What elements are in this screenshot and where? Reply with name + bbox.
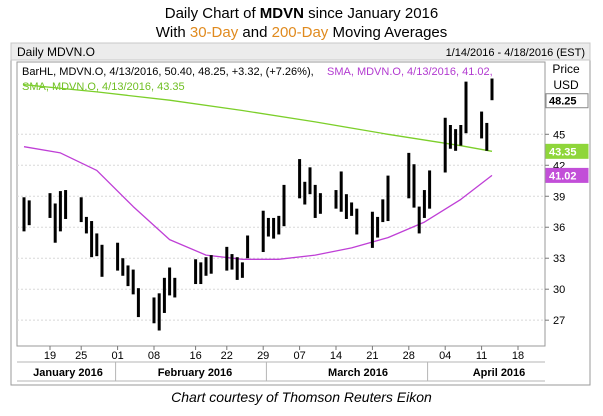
- x-tick-label: 29: [257, 350, 269, 362]
- subtitle-mid: and: [238, 24, 272, 41]
- y-tick-label: 36: [553, 222, 565, 234]
- legend-sma-30: SMA, MDVN.O, 4/13/2016, 41.02,: [327, 66, 493, 78]
- x-tick-label: 07: [293, 350, 305, 362]
- month-label: March 2016: [328, 367, 388, 379]
- plot-area: [16, 61, 546, 347]
- month-label: April 2016: [473, 367, 526, 379]
- subtitle-suffix: Moving Averages: [328, 24, 448, 41]
- chart-caption: Chart courtesy of Thomson Reuters Eikon: [171, 389, 432, 405]
- y-tick-label: 33: [553, 253, 565, 265]
- x-tick-label: 22: [221, 350, 233, 362]
- x-tick-label: 08: [148, 350, 160, 362]
- title-ticker: MDVN: [259, 5, 304, 22]
- x-tick-label: 18: [512, 350, 524, 362]
- legend-sma-200: SMA, MDVN.O, 4/13/2016, 43.35: [22, 81, 185, 93]
- chart-subtitle: With 30-Day and 200-Day Moving Averages: [0, 23, 603, 42]
- month-label: January 2016: [33, 367, 103, 379]
- subtitle-prefix: With: [155, 24, 190, 41]
- x-tick-label: 21: [366, 350, 378, 362]
- x-tick-label: 28: [403, 350, 415, 362]
- subtitle-30-day: 30-Day: [189, 24, 239, 41]
- title-prefix: Daily Chart of: [164, 5, 260, 22]
- chart-title: Daily Chart of MDVN since January 2016: [0, 4, 603, 23]
- sma-30-tag: 41.02: [549, 170, 577, 182]
- sma-200-line: [23, 84, 493, 152]
- date-range: 1/14/2016 - 4/18/2016 (EST): [446, 47, 585, 59]
- x-tick-label: 25: [75, 350, 87, 362]
- x-tick-label: 19: [44, 350, 56, 362]
- x-tick-label: 11: [476, 350, 487, 362]
- last-price-tag: 48.25: [549, 96, 577, 108]
- y-tick-label: 39: [553, 191, 565, 203]
- last-price-tag-bg: [545, 93, 589, 109]
- subtitle-200-day: 200-Day: [271, 24, 329, 41]
- currency-axis-title: USD: [553, 78, 579, 92]
- x-tick-label: 04: [439, 350, 451, 362]
- sma-200-tag: 43.35: [549, 146, 577, 158]
- grid-layer: [17, 133, 545, 321]
- y-tick-label: 30: [553, 284, 565, 296]
- x-tick-label: 01: [111, 350, 123, 362]
- bar-layer: [22, 78, 494, 331]
- y-tick-label: 27: [553, 315, 565, 327]
- panel-name: Daily MDVN.O: [17, 45, 95, 59]
- chart-header: Daily Chart of MDVN since January 2016 W…: [0, 4, 603, 42]
- title-suffix: since January 2016: [303, 5, 439, 22]
- sma-200-tag-bg: [545, 143, 589, 159]
- month-label: February 2016: [158, 367, 233, 379]
- x-tick-label: 14: [330, 350, 342, 362]
- x-tick-label: 16: [189, 350, 201, 362]
- price-axis-title: Price: [552, 62, 580, 76]
- y-tick-label: 45: [553, 129, 565, 141]
- legend-bars: BarHL, MDVN.O, 4/13/2016, 50.40, 48.25, …: [22, 66, 314, 78]
- sma-30-tag-bg: [545, 167, 589, 183]
- chart-info-bar: [10, 42, 591, 61]
